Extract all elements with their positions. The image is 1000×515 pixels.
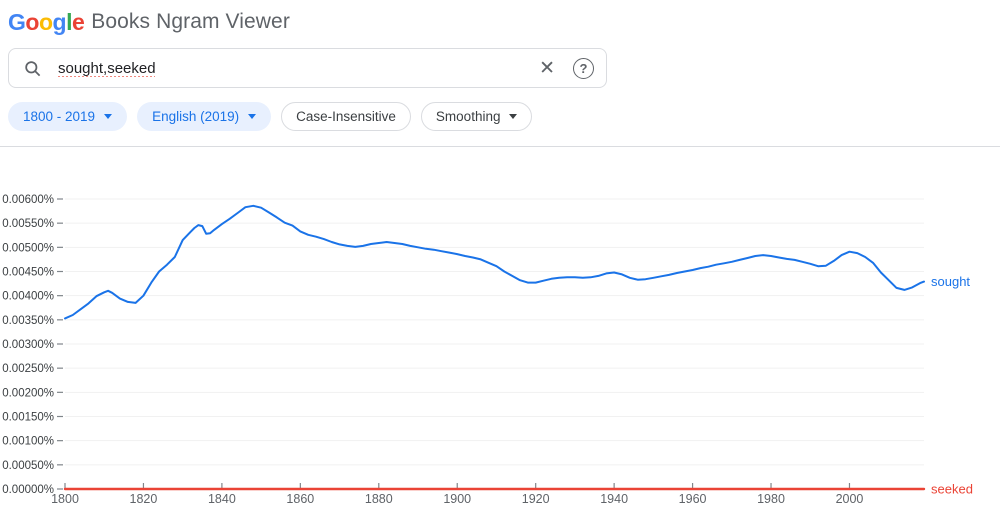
google-logo: Google [8,8,85,36]
x-tick-label: 1960 [679,492,707,506]
query-input[interactable]: sought,seeked [58,59,156,77]
y-tick-label: 0.00000% [2,484,54,496]
y-tick-label: 0.00050% [2,460,54,472]
search-bar[interactable]: sought,seeked ✕ ? [8,48,607,88]
y-tick-label: 0.00250% [2,363,54,375]
series-label-seeked: seeked [931,482,973,497]
x-tick-label: 1980 [757,492,785,506]
logo-letter: o [38,8,53,35]
search-icon [23,59,42,78]
logo-letter: o [25,8,39,35]
y-tick-label: 0.00600% [2,194,54,206]
chip-smoothing[interactable]: Smoothing [420,102,533,131]
logo-letter: G [8,8,26,35]
x-tick-label: 1900 [443,492,471,506]
chevron-down-icon [509,114,518,119]
filter-chip-row: 1800 - 2019 English (2019) Case-Insensit… [8,102,533,131]
y-tick-label: 0.00150% [2,412,54,424]
chip-case-insensitive[interactable]: Case-Insensitive [281,102,411,131]
chip-case-insensitive-label: Case-Insensitive [296,109,396,124]
page-title: Books Ngram Viewer [91,10,290,33]
chevron-down-icon [248,114,257,119]
chip-smoothing-label: Smoothing [435,109,501,124]
series-label-sought: sought [931,274,970,289]
header: Google Books Ngram Viewer [8,8,290,36]
y-tick-label: 0.00200% [2,387,54,399]
clear-icon[interactable]: ✕ [535,55,559,82]
chip-year-range[interactable]: 1800 - 2019 [8,102,128,131]
chip-year-range-label: 1800 - 2019 [23,109,96,124]
y-tick-label: 0.00500% [2,242,54,254]
chip-corpus-label: English (2019) [152,109,240,124]
x-tick-label: 1820 [130,492,158,506]
y-tick-label: 0.00550% [2,218,54,230]
y-tick-label: 0.00400% [2,291,54,303]
logo-letter: g [52,8,67,35]
chip-corpus[interactable]: English (2019) [137,102,272,131]
chevron-down-icon [104,114,113,119]
x-tick-label: 1860 [286,492,314,506]
y-tick-label: 0.00300% [2,339,54,351]
divider [0,146,1000,147]
series-line-sought [64,204,925,320]
y-tick-label: 0.00450% [2,267,54,279]
x-tick-label: 2000 [836,492,864,506]
x-tick-label: 1940 [600,492,628,506]
logo-letter: l [66,8,72,35]
x-tick-label: 1920 [522,492,550,506]
x-tick-label: 1800 [51,492,79,506]
y-tick-label: 0.00100% [2,436,54,448]
y-tick-label: 0.00350% [2,315,54,327]
x-tick-label: 1880 [365,492,393,506]
logo-letter: e [71,8,85,35]
help-icon[interactable]: ? [573,57,594,79]
x-tick-label: 1840 [208,492,236,506]
